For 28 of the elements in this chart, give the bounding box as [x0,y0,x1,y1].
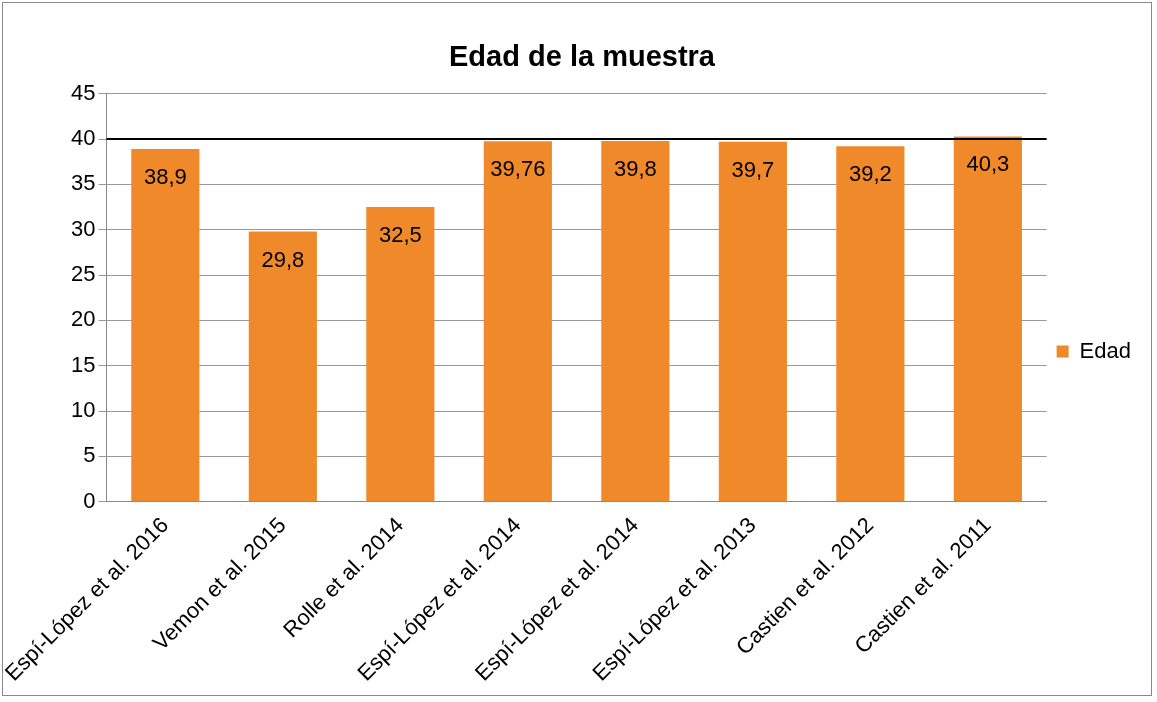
bar [248,231,317,502]
data-label: 39,76 [490,156,546,182]
bar [366,207,435,502]
data-label: 32,5 [378,222,422,248]
y-tick-label: 0 [83,487,96,513]
bar [836,146,905,502]
y-tick-label: 15 [71,351,96,377]
legend-label: Edad [1079,337,1132,363]
data-label: 39,8 [613,155,657,181]
bar [718,141,787,502]
data-label: 39,7 [731,156,775,182]
bar [601,140,670,502]
data-label: 29,8 [261,246,305,272]
data-label: 38,9 [143,164,187,190]
y-tick-label: 45 [71,79,96,105]
data-label: 39,2 [848,161,892,187]
chart-title: Edad de la muestra [449,40,716,73]
bar [483,141,552,502]
bar [131,149,200,502]
y-tick-label: 35 [71,170,96,196]
y-tick-label: 40 [71,125,96,151]
y-tick-label: 10 [71,397,96,423]
y-tick-label: 30 [71,215,96,241]
bar [953,136,1022,502]
data-label: 40,3 [966,151,1010,177]
y-tick-label: 20 [71,306,96,332]
y-tick-label: 25 [71,261,96,287]
y-tick-label: 5 [83,442,96,468]
